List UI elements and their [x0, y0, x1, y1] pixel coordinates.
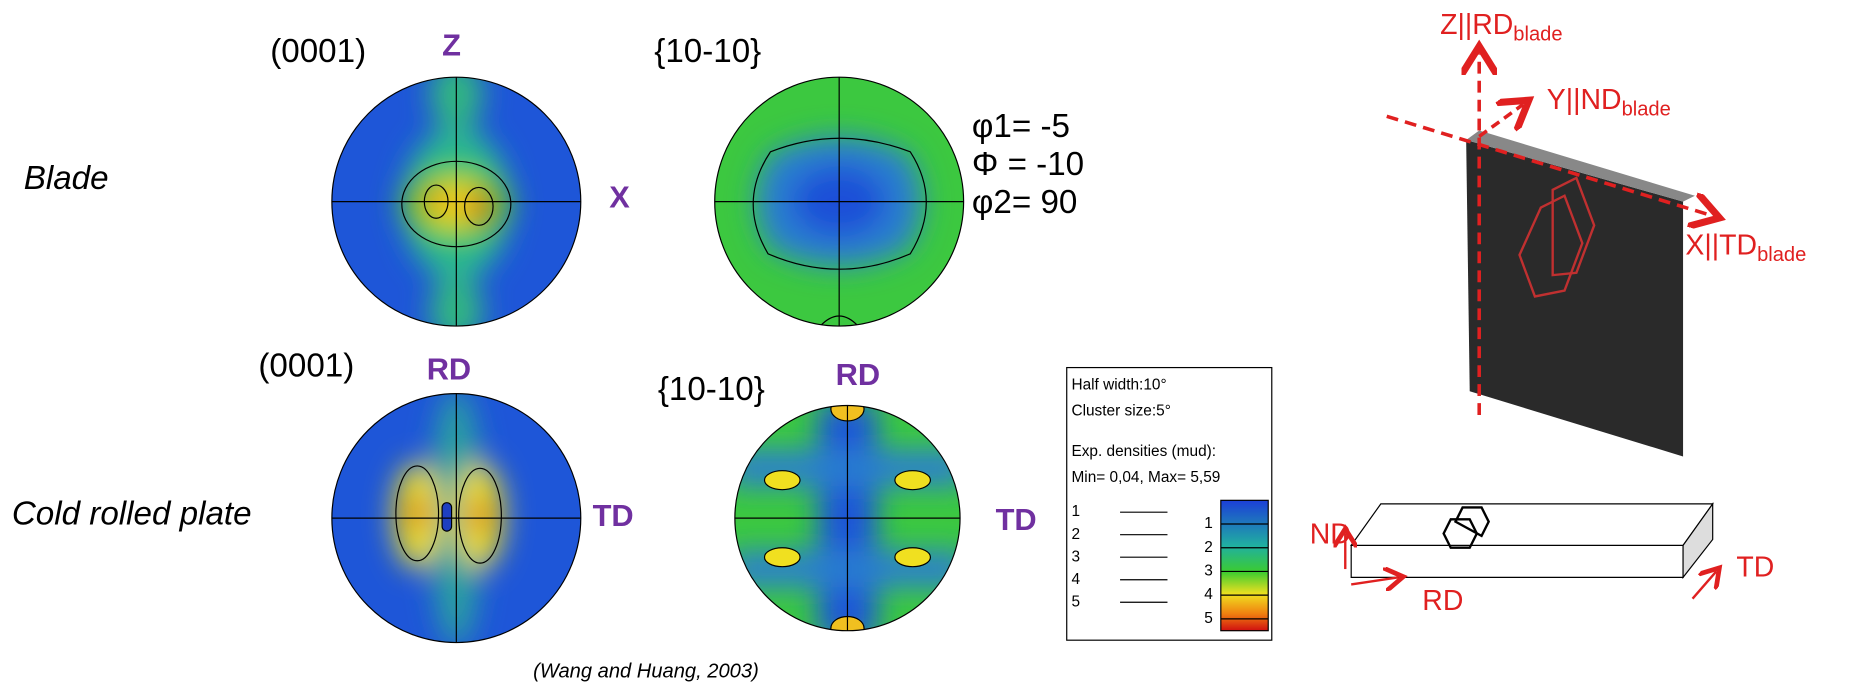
contour-level: 3 [1071, 548, 1080, 565]
contour-level: 2 [1071, 526, 1080, 543]
axis-label: RD [836, 357, 880, 392]
axis-label: TD [996, 502, 1037, 537]
pf-title: {10-10} [654, 33, 761, 70]
axis-label: Z [442, 28, 461, 63]
color-level: 2 [1204, 539, 1213, 556]
legend-text: Exp. densities (mud): [1071, 443, 1216, 460]
figure: Blade (0001) Z X {10-10} φ1= -5 Φ = -10 … [0, 0, 1849, 683]
color-level: 4 [1204, 586, 1213, 603]
angle: φ2= 90 [972, 184, 1077, 221]
axis-label: X [609, 179, 630, 214]
row-label: Cold rolled plate [12, 495, 252, 532]
angle: φ1= -5 [972, 108, 1070, 145]
pf-title: (0001) [270, 33, 366, 70]
contour-level: 1 [1071, 503, 1080, 520]
axis-label: ND [1310, 518, 1351, 550]
axis-label: TD [593, 498, 634, 533]
axis-label: Z||RDblade [1440, 9, 1562, 46]
pf-title: {10-10} [658, 371, 765, 408]
axis-label: X||TDblade [1685, 229, 1806, 266]
axis-label: RD [1422, 585, 1463, 617]
legend-text: Min= 0,04, Max= 5,59 [1071, 469, 1220, 486]
legend-text: Cluster size:5° [1071, 402, 1170, 419]
legend-text: Half width:10° [1071, 376, 1166, 393]
contour-level: 4 [1071, 571, 1080, 588]
axis-label: Y||NDblade [1547, 83, 1671, 120]
color-level: 5 [1204, 610, 1213, 627]
row-label: Blade [24, 160, 109, 197]
axis-label: RD [427, 351, 471, 386]
pf-title: (0001) [258, 347, 354, 384]
color-bar [1221, 500, 1268, 630]
citation: (Wang and Huang, 2003) [533, 660, 759, 682]
color-level: 1 [1204, 515, 1213, 532]
plate [1351, 545, 1683, 577]
axis-label: TD [1736, 552, 1774, 584]
color-level: 3 [1204, 563, 1213, 580]
contour-level: 5 [1071, 593, 1080, 610]
angle: Φ = -10 [972, 146, 1084, 183]
